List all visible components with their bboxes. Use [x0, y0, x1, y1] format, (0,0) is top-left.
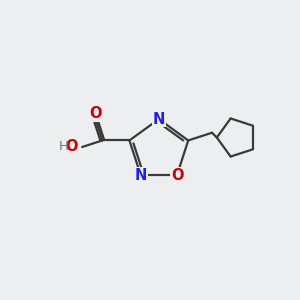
Text: O: O: [65, 140, 78, 154]
Text: O: O: [90, 106, 102, 121]
Text: H: H: [59, 140, 69, 154]
Text: O: O: [171, 167, 183, 182]
Text: N: N: [134, 167, 147, 182]
Text: N: N: [153, 112, 165, 127]
